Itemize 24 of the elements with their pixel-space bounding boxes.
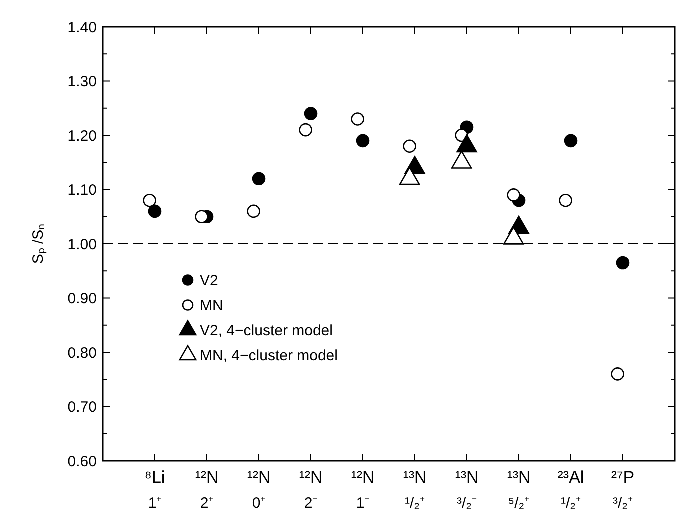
y-tick-label: 1.20 — [68, 128, 97, 145]
x-tick-label: ²³Al ¹/₂⁺ — [558, 468, 584, 512]
x-tick-label: ¹³N ³/₂⁻ — [455, 468, 479, 512]
x-tick-label: ⁸Li 1⁺ — [144, 468, 166, 512]
y-tick-label: 0.70 — [68, 399, 97, 416]
legend-label: MN — [200, 298, 224, 314]
y-tick-label: 1.10 — [68, 182, 97, 199]
x-tick-label: ¹²N 2⁻ — [299, 468, 323, 512]
x-tick-label: ¹²N 1⁻ — [351, 468, 375, 512]
x-tick-label: ¹²N 2⁺ — [195, 468, 219, 512]
y-tick-label: 0.90 — [68, 290, 97, 308]
x-tick-label: ¹³N ⁵/₂⁺ — [507, 468, 531, 512]
y-axis-title: Sₚ /Sₙ — [30, 224, 47, 264]
x-tick-label: ²⁷P ³/₂⁺ — [611, 468, 635, 512]
y-tick-label: 0.80 — [68, 344, 97, 362]
legend-label: V2 — [200, 272, 218, 290]
x-tick-label: ¹³N ¹/₂⁺ — [403, 468, 427, 512]
y-tick-label: 1.00 — [68, 236, 97, 254]
legend-label: MN, 4−cluster model — [200, 348, 338, 364]
legend-label: V2, 4−cluster model — [200, 322, 333, 340]
y-tick-label: 1.30 — [68, 74, 97, 90]
y-tick-label: 1.40 — [68, 19, 97, 36]
x-tick-label: ¹²N 0⁺ — [247, 468, 271, 512]
y-tick-label: 0.60 — [68, 453, 97, 470]
